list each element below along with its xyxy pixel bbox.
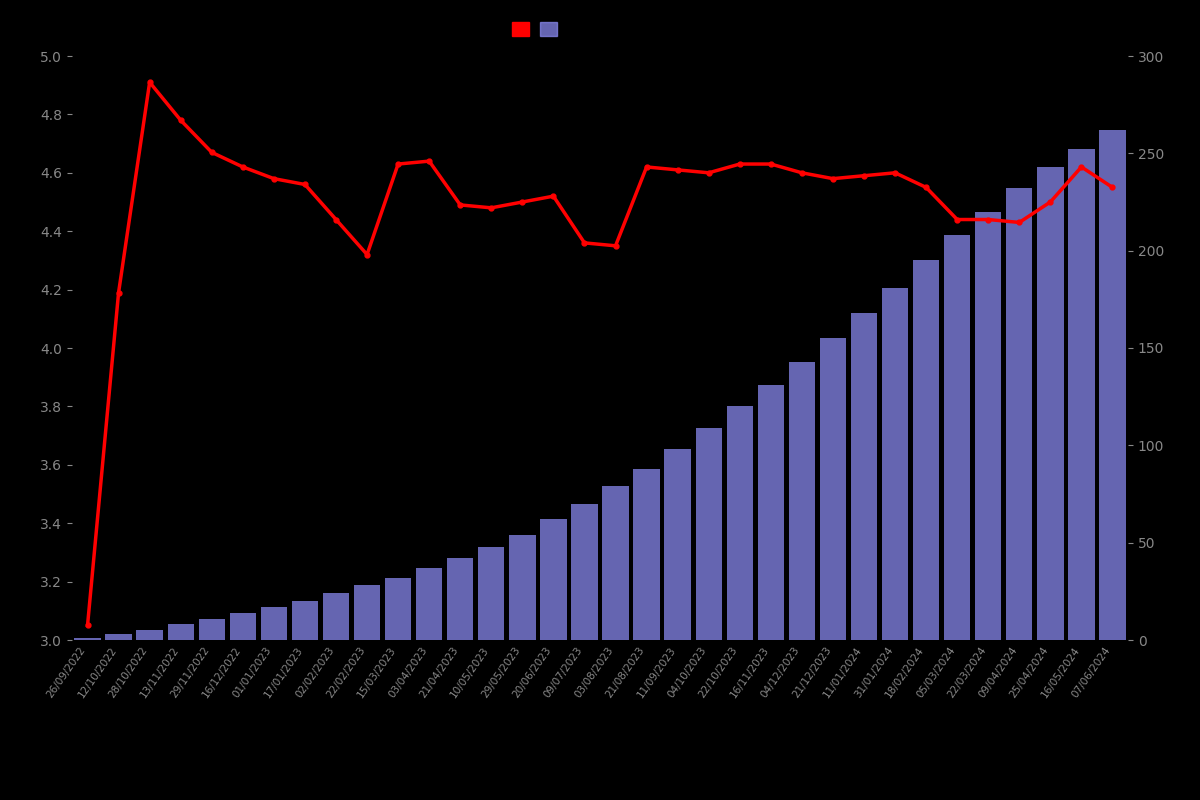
Bar [448, 558, 474, 640]
Bar [944, 235, 971, 640]
Bar [1099, 130, 1126, 640]
Bar [913, 260, 940, 640]
Bar [1037, 167, 1063, 640]
Bar [820, 338, 846, 640]
Bar [198, 618, 224, 640]
Bar [571, 504, 598, 640]
Bar [540, 519, 566, 640]
Bar [1068, 150, 1094, 640]
Bar [229, 613, 256, 640]
Bar [851, 313, 877, 640]
Bar [665, 450, 691, 640]
Bar [976, 212, 1002, 640]
Bar [788, 362, 815, 640]
Bar [882, 288, 908, 640]
Bar [757, 385, 784, 640]
Bar [1006, 188, 1032, 640]
Bar [74, 638, 101, 640]
Bar [509, 535, 535, 640]
Bar [696, 428, 722, 640]
Bar [634, 469, 660, 640]
Bar [602, 486, 629, 640]
Bar [168, 625, 194, 640]
Bar [416, 568, 443, 640]
Bar [478, 546, 504, 640]
Bar [726, 406, 752, 640]
Bar [260, 607, 287, 640]
Bar [385, 578, 412, 640]
Bar [137, 630, 163, 640]
Bar [106, 634, 132, 640]
Bar [323, 594, 349, 640]
Legend: , : , [512, 22, 560, 37]
Bar [354, 586, 380, 640]
Bar [292, 601, 318, 640]
